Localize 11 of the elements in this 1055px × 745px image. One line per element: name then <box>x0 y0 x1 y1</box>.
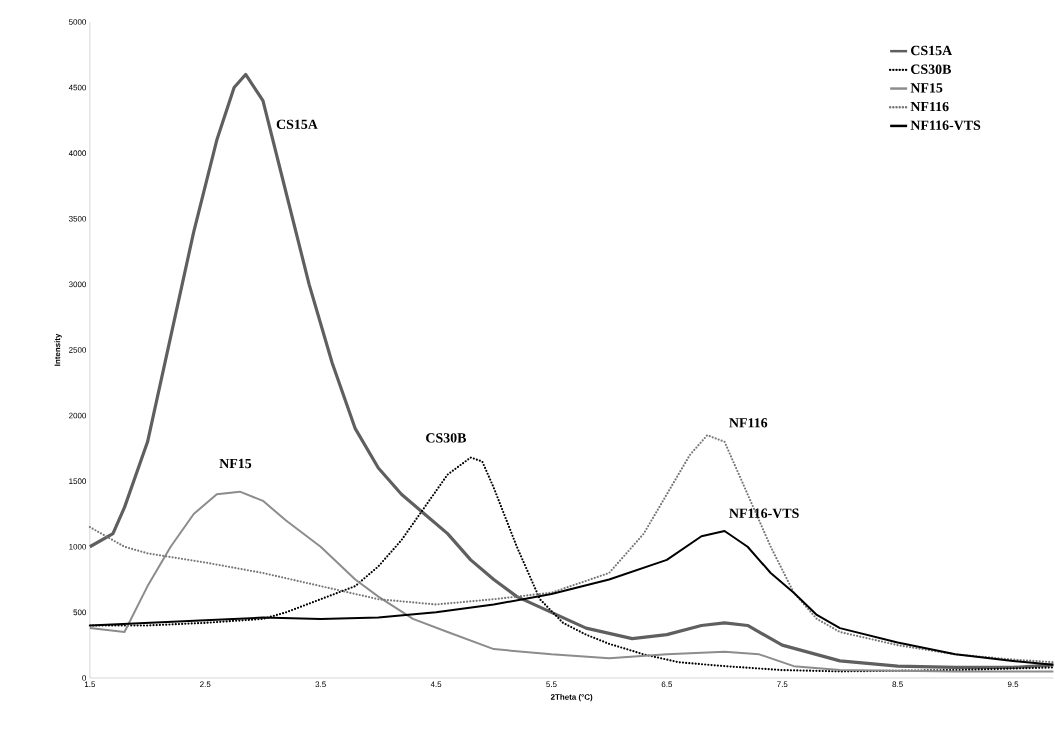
annotation: NF116-VTS <box>729 508 799 519</box>
annotation: CS15A <box>276 119 318 130</box>
legend-label: NF116-VTS <box>910 120 981 131</box>
annotation: NF116 <box>729 418 768 428</box>
legend-label: CS15A <box>911 45 953 56</box>
annotation: CS30B <box>426 433 467 443</box>
line-series <box>88 490 1055 673</box>
annotation: NF15 <box>219 458 252 469</box>
legend-label: NF116 <box>910 101 949 112</box>
legend-label: CS30B <box>911 64 951 74</box>
legend-label: NF15 <box>910 83 943 93</box>
